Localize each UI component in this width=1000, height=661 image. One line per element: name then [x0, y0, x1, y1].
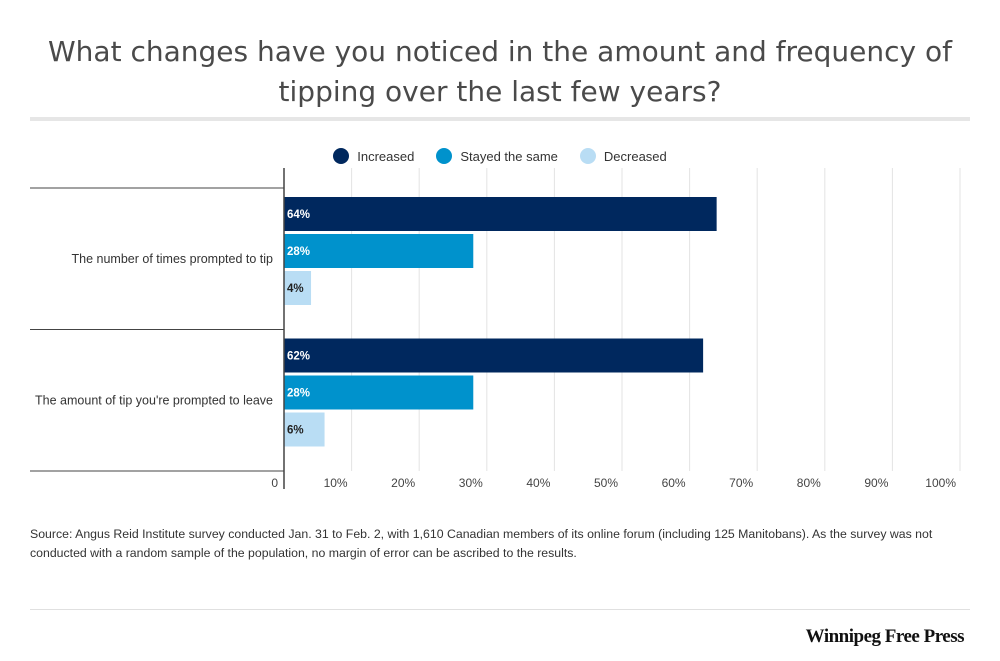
- data-label: 6%: [287, 425, 304, 437]
- source-note: Source: Angus Reid Institute survey cond…: [30, 527, 933, 560]
- x-tick-label: 80%: [797, 476, 821, 490]
- category-label: The amount of tip you're prompted to lea…: [35, 393, 273, 407]
- x-tick-label: 10%: [324, 476, 348, 490]
- data-label: 28%: [287, 388, 310, 400]
- bar: [284, 412, 325, 447]
- x-tick-label: 0: [271, 476, 278, 490]
- brand-logo: Winnipeg Free Press: [805, 626, 965, 647]
- category-label: The number of times prompted to tip: [72, 252, 274, 266]
- legend-swatch-stayed-the-same: [436, 148, 453, 164]
- x-tick-label: 90%: [864, 476, 888, 490]
- x-tick-label: 40%: [526, 476, 550, 490]
- data-label: 28%: [287, 246, 310, 258]
- bar: [284, 271, 312, 305]
- legend-swatch-decreased: [579, 148, 596, 164]
- legend-label-increased: Increased: [357, 148, 415, 164]
- x-tick-label: 50%: [594, 476, 618, 490]
- chart-title: What changes have you noticed in the amo…: [48, 35, 952, 108]
- legend-item-increased: Increased: [333, 148, 414, 164]
- bar: [284, 234, 474, 268]
- legend: Increased Stayed the same Decreased: [0, 148, 1000, 164]
- bar: [284, 197, 717, 231]
- legend-item-decreased: Decreased: [579, 148, 667, 164]
- bar-chart: 64% 28% 4% The number of times prompted to …: [30, 168, 961, 490]
- x-tick-label: 20%: [391, 476, 415, 490]
- title-divider: [30, 117, 970, 121]
- x-tick-label: 60%: [662, 476, 686, 490]
- x-tick-label: 30%: [459, 476, 483, 490]
- bar: [284, 375, 474, 410]
- legend-swatch-increased: [333, 148, 350, 164]
- bar: [284, 338, 704, 373]
- data-label: 64%: [287, 209, 310, 221]
- x-tick-label: 70%: [729, 476, 753, 490]
- legend-label-stayed-the-same: Stayed the same: [460, 148, 558, 164]
- data-label: 62%: [287, 351, 310, 363]
- footer-divider: [30, 609, 970, 610]
- x-tick-label: 100%: [925, 476, 956, 490]
- legend-label-decreased: Decreased: [603, 148, 667, 164]
- legend-item-stayed-the-same: Stayed the same: [436, 148, 558, 164]
- data-label: 4%: [287, 283, 304, 295]
